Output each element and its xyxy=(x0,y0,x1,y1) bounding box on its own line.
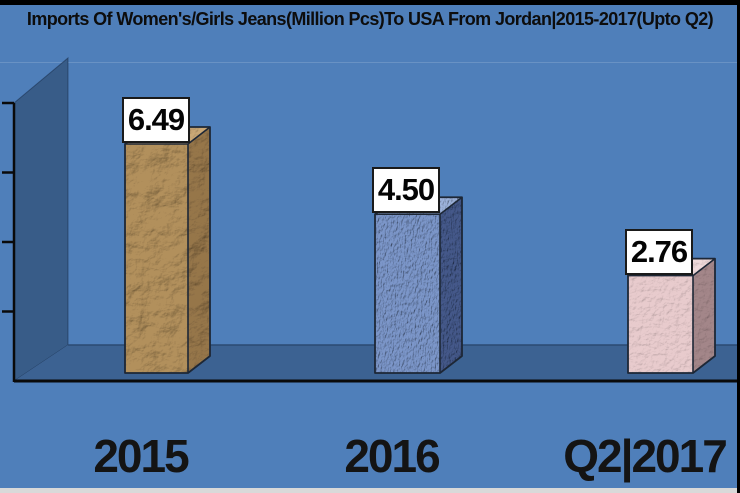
value-label-2016: 4.50 xyxy=(377,172,435,208)
category-label-2016: 2016 xyxy=(344,430,440,482)
bar-side-face xyxy=(188,127,210,373)
category-label-2015: 2015 xyxy=(93,430,189,482)
category-label-q2-2017: Q2|2017 xyxy=(563,430,728,482)
value-label-box: 6.49 xyxy=(122,97,190,143)
bar-front-2015 xyxy=(125,144,188,373)
bar-front-face xyxy=(125,144,188,373)
bar-front-face xyxy=(628,275,693,373)
value-label-box: 2.76 xyxy=(625,228,693,275)
bar-front-face xyxy=(375,214,440,373)
bar-inner-edges xyxy=(628,257,716,373)
value-label-box: 4.50 xyxy=(372,167,440,214)
bar-side-2015 xyxy=(188,127,210,373)
bar-side-face xyxy=(440,197,462,373)
bar-side-2016 xyxy=(440,197,462,373)
bar-front-2016 xyxy=(375,214,440,373)
plot-wall xyxy=(13,56,69,382)
chart-title: Imports Of Women's/Girls Jeans(Million P… xyxy=(26,9,714,29)
value-label-q2-2017: 2.76 xyxy=(630,233,688,269)
right-border xyxy=(737,0,740,493)
value-label-2015: 6.49 xyxy=(127,102,185,137)
title-chart-seam xyxy=(0,62,740,63)
bottom-strip xyxy=(0,488,740,493)
top-border xyxy=(0,0,740,5)
bar-front-Q2|2017 xyxy=(628,275,693,373)
bar-side-face xyxy=(693,258,715,373)
bar-side-Q2|2017 xyxy=(693,258,715,373)
bar-inner-edges xyxy=(375,196,463,373)
bar-inner-edges xyxy=(125,126,211,373)
